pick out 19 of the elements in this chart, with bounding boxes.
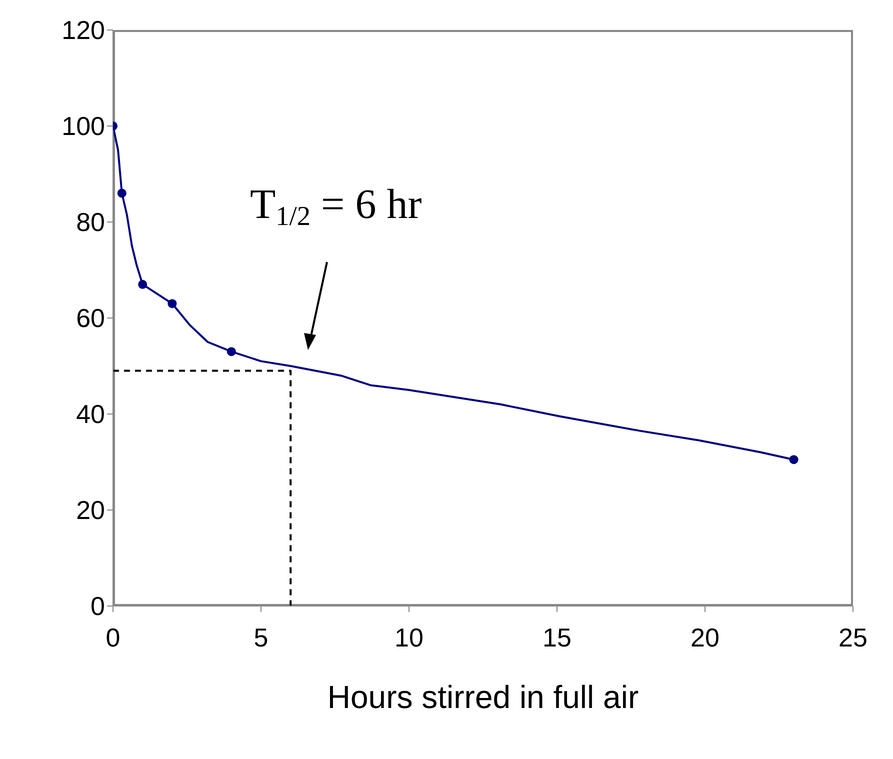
annotation: T$_{1/2}$ = 6 hr [250,182,422,231]
y-tick-label: 80 [76,207,105,238]
point [226,347,236,356]
point [789,455,798,464]
point [168,299,177,308]
y-tick-label: 100 [62,111,105,142]
y-tick-label: 120 [62,15,105,46]
x-tick-label: 5 [254,622,268,652]
x-tick-label: 10 [394,622,424,652]
point [138,280,148,289]
y-tick-label: 40 [76,399,105,430]
y-tick-label: 0 [90,591,105,622]
y-tick-label: 20 [76,495,105,526]
y-tick-label: 60 [76,303,105,334]
x-tick-label: 15 [542,622,572,652]
x-tick-label: 20 [690,622,720,652]
x-axis-title: Hours stirred in full air [327,679,639,715]
x-tick-label: 25 [838,622,868,652]
point [117,188,126,198]
